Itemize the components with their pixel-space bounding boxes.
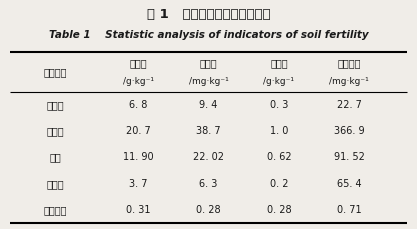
Text: 最小值: 最小值 — [46, 100, 64, 110]
Text: /g·kg⁻¹: /g·kg⁻¹ — [264, 77, 294, 86]
Text: 91. 52: 91. 52 — [334, 153, 365, 163]
Text: 9. 4: 9. 4 — [199, 100, 218, 110]
Text: 表 1   土壤各肥力指标统计分析: 表 1 土壤各肥力指标统计分析 — [147, 8, 270, 21]
Text: 0. 3: 0. 3 — [270, 100, 288, 110]
Text: Table 1    Statistic analysis of indicators of soil fertility: Table 1 Statistic analysis of indicators… — [49, 30, 368, 40]
Text: 22. 7: 22. 7 — [337, 100, 362, 110]
Text: 3. 7: 3. 7 — [129, 179, 147, 189]
Text: 6. 8: 6. 8 — [129, 100, 147, 110]
Text: 变异系数: 变异系数 — [43, 205, 67, 215]
Text: 0. 28: 0. 28 — [196, 205, 221, 215]
Text: 11. 90: 11. 90 — [123, 153, 153, 163]
Text: 均值: 均值 — [49, 153, 61, 163]
Text: 1. 0: 1. 0 — [270, 126, 288, 136]
Text: 有效磷: 有效磷 — [200, 59, 217, 69]
Text: 0. 62: 0. 62 — [266, 153, 291, 163]
Text: 22. 02: 22. 02 — [193, 153, 224, 163]
Text: 38. 7: 38. 7 — [196, 126, 221, 136]
Text: 0. 28: 0. 28 — [266, 205, 291, 215]
Text: /mg·kg⁻¹: /mg·kg⁻¹ — [329, 77, 369, 86]
Text: 0. 2: 0. 2 — [270, 179, 288, 189]
Text: 水解性氮: 水解性氮 — [338, 59, 361, 69]
Text: 0. 31: 0. 31 — [126, 205, 151, 215]
Text: 最大值: 最大值 — [46, 126, 64, 136]
Text: 20. 7: 20. 7 — [126, 126, 151, 136]
Text: 统计指标: 统计指标 — [43, 68, 67, 78]
Text: 标准差: 标准差 — [46, 179, 64, 189]
Text: /g·kg⁻¹: /g·kg⁻¹ — [123, 77, 153, 86]
Text: 6. 3: 6. 3 — [199, 179, 218, 189]
Text: 366. 9: 366. 9 — [334, 126, 364, 136]
Text: 速效钾: 速效钾 — [270, 59, 288, 69]
Text: 0. 71: 0. 71 — [337, 205, 362, 215]
Text: /mg·kg⁻¹: /mg·kg⁻¹ — [188, 77, 229, 86]
Text: 65. 4: 65. 4 — [337, 179, 362, 189]
Text: 有机质: 有机质 — [129, 59, 147, 69]
